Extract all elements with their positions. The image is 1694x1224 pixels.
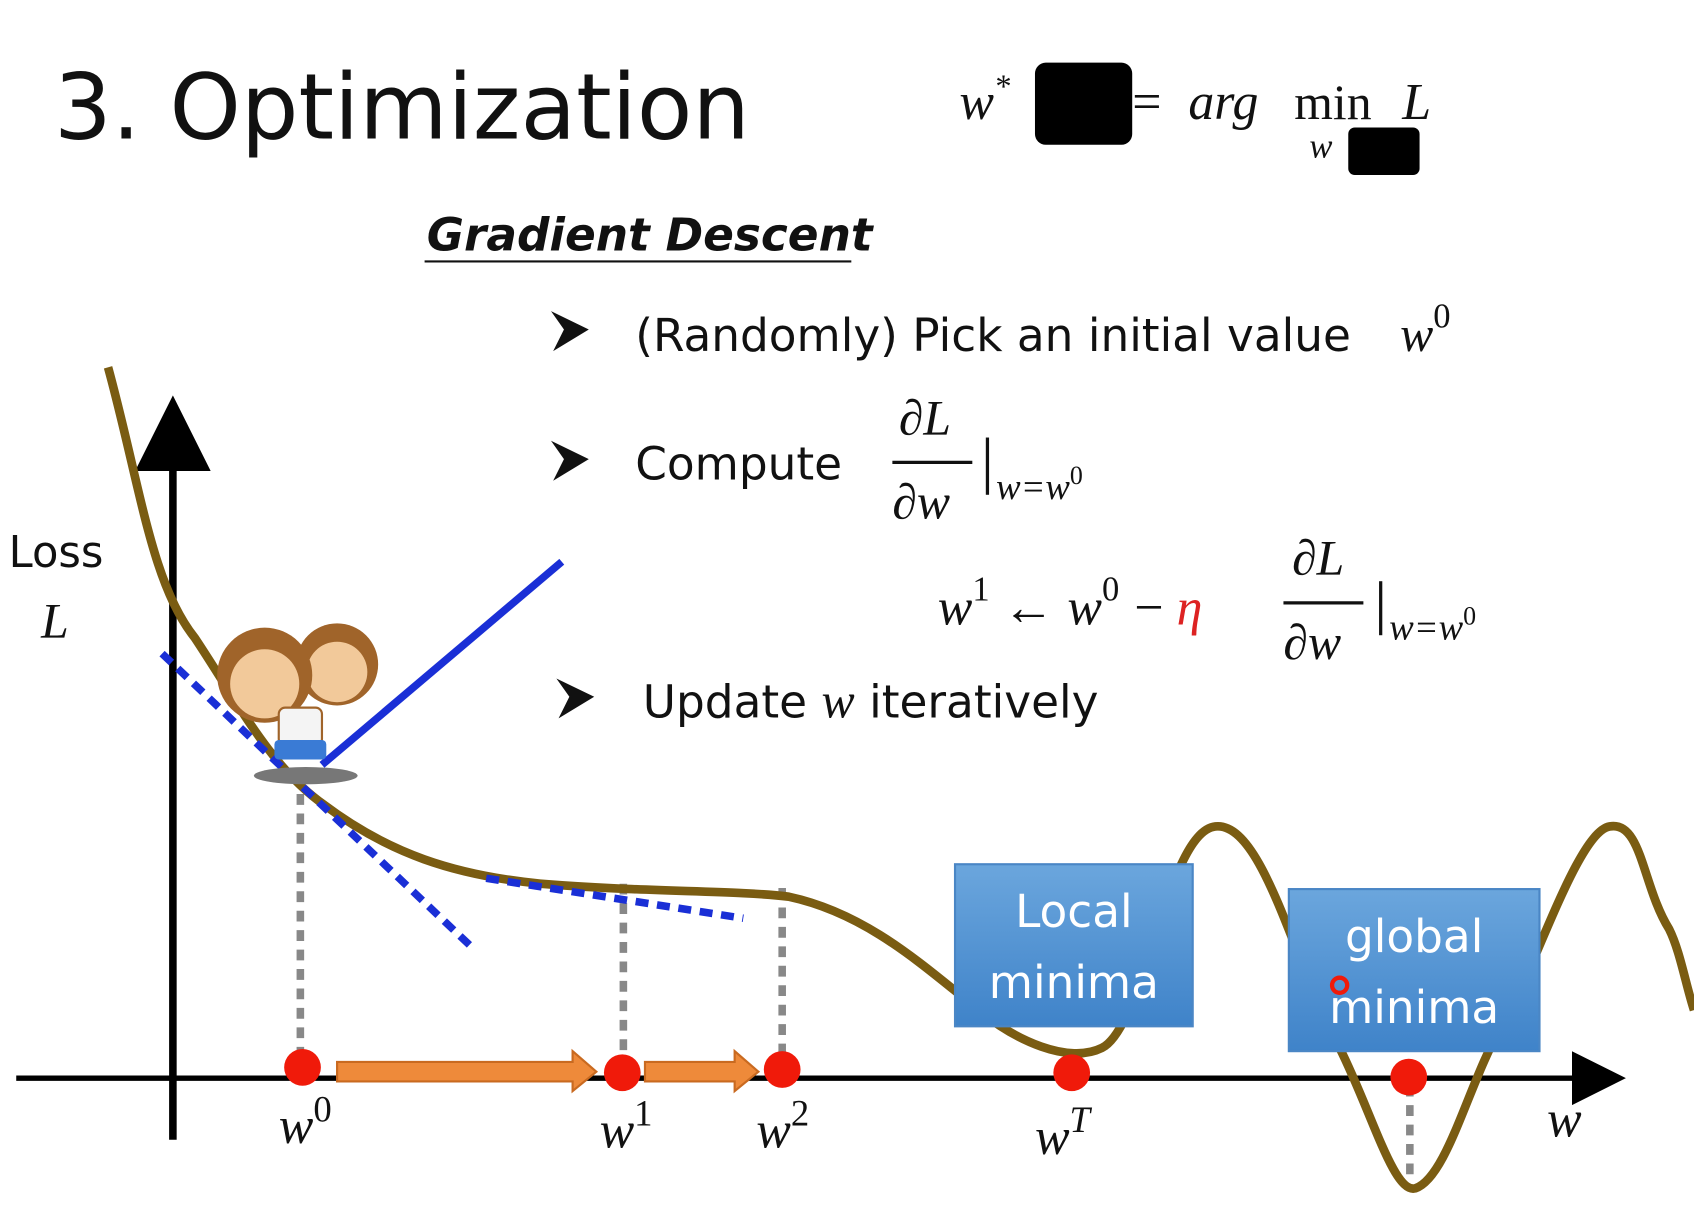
step-text: Compute [635, 438, 842, 491]
math-den: ∂w [892, 475, 950, 530]
character-icon [217, 623, 379, 785]
callout-box [953, 863, 1194, 1028]
math-var: w [600, 1102, 635, 1159]
point-label: w1 [600, 1093, 653, 1160]
update-rule: w1 ← w0− η [938, 571, 1203, 637]
eval-sub: w=w0 [996, 461, 1083, 507]
math-var: w [822, 673, 855, 728]
math-var: w [1035, 1109, 1070, 1166]
math-min: min [1294, 75, 1371, 130]
eval-sub: w=w0 [1389, 601, 1476, 647]
step-math: w0 [1400, 297, 1450, 362]
section-heading: Gradient Descent [427, 209, 875, 262]
math-var: w [938, 579, 973, 636]
callout-text: global [1345, 910, 1483, 963]
point-label: wT [1035, 1099, 1093, 1166]
math-var: w [959, 74, 994, 131]
math-eq: = [1132, 74, 1161, 131]
math-eta: η [1177, 579, 1203, 636]
step-text: (Randomly) Pick an initial value [635, 309, 1351, 362]
math-den: ∂w [1283, 615, 1341, 670]
math-num: ∂L [899, 390, 951, 445]
bullet-icons [550, 311, 595, 719]
callout-text: minima [989, 956, 1159, 1009]
math-arg: arg [1188, 74, 1258, 131]
direction-line [319, 558, 565, 768]
point-label: w2 [756, 1093, 809, 1160]
y-axis-label: L [40, 593, 69, 648]
math-op: − [1134, 579, 1163, 636]
math-sub: w=w [996, 466, 1070, 507]
redaction [1348, 127, 1420, 176]
x-axis-label: w [1547, 1091, 1582, 1148]
point-label: w0 [279, 1088, 332, 1155]
y-axis-label: Loss [9, 528, 104, 578]
math-sup: 0 [1102, 571, 1119, 609]
guide-lines [296, 794, 1414, 1183]
step-word: iteratively [869, 675, 1098, 728]
step-text: Update w iteratively [643, 673, 1099, 728]
callout-text: minima [1329, 981, 1499, 1034]
math-sub: w=w [1389, 607, 1463, 648]
math-sup: 0 [1070, 461, 1083, 490]
math-sup: 0 [1463, 601, 1476, 630]
tangent-line [485, 874, 744, 923]
math-sub: w [1309, 128, 1332, 166]
math-var: L [1401, 74, 1431, 131]
math-var: w [1400, 307, 1433, 362]
math-sup: 1 [634, 1093, 652, 1134]
tangent-line [159, 650, 476, 952]
math-sup: * [994, 69, 1011, 105]
math-var: w [279, 1098, 314, 1155]
math-sup: 1 [972, 571, 989, 609]
math-op: ← [1003, 579, 1055, 636]
math-var: w [756, 1102, 791, 1159]
slide-title: 3. Optimization [54, 55, 750, 160]
math-sup: T [1070, 1099, 1093, 1140]
math-num: ∂L [1292, 531, 1344, 586]
step-arrows [336, 1048, 761, 1094]
cursor [1329, 975, 1350, 995]
objective-formula: w* [959, 69, 1011, 131]
redaction [1034, 62, 1133, 145]
step-word: Update [643, 675, 807, 728]
math-sup: 0 [313, 1088, 331, 1129]
callout-box [1287, 888, 1541, 1053]
callout-text: Local [1015, 885, 1133, 938]
math-sup: 0 [1433, 297, 1450, 335]
points [284, 1048, 1428, 1096]
math-var: w [1067, 579, 1102, 636]
math-sup: 2 [791, 1093, 809, 1134]
